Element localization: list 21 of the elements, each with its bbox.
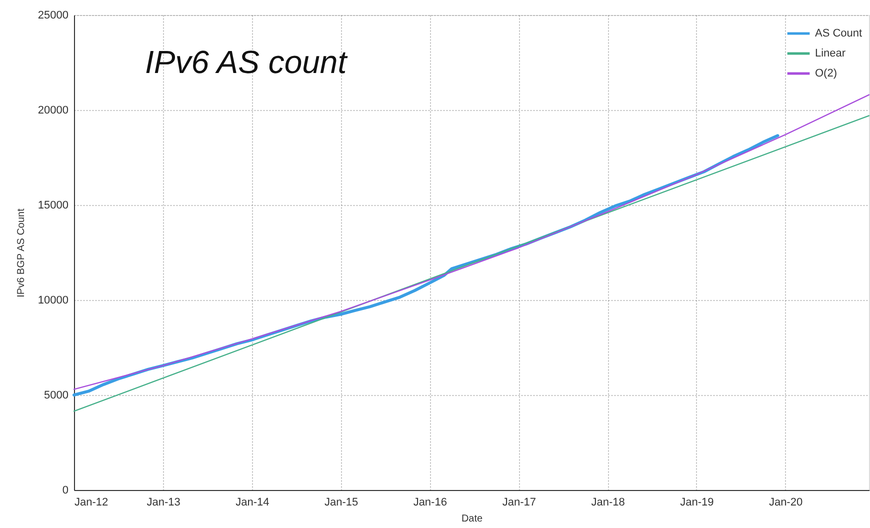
y-tick-label: 10000 [38, 294, 68, 306]
x-tick-label: Jan-19 [680, 496, 714, 508]
y-tick-label: 25000 [38, 10, 68, 22]
x-tick-label: Jan-16 [413, 496, 447, 508]
y-tick-label: 20000 [38, 104, 68, 116]
legend-label: AS Count [815, 28, 862, 40]
x-axis-title: Date [461, 514, 483, 524]
x-tick-label: Jan-20 [768, 496, 803, 508]
y-tick-label: 5000 [44, 390, 68, 402]
x-tick-label: Jan-12 [74, 496, 108, 508]
y-tick-label: 0 [62, 484, 68, 496]
x-tick-label: Jan-18 [591, 496, 625, 508]
x-tick-label: Jan-14 [236, 496, 270, 508]
legend-label: Linear [815, 48, 846, 60]
legend-label: O(2) [815, 68, 837, 80]
x-tick-label: Jan-13 [146, 496, 180, 508]
y-tick-label: 15000 [38, 200, 68, 212]
x-tick-label: Jan-17 [502, 496, 536, 508]
text: IPv6 AS count [145, 44, 348, 80]
x-tick-label: Jan-15 [324, 496, 358, 508]
y-axis-title: IPv6 BGP AS Count [16, 208, 27, 298]
